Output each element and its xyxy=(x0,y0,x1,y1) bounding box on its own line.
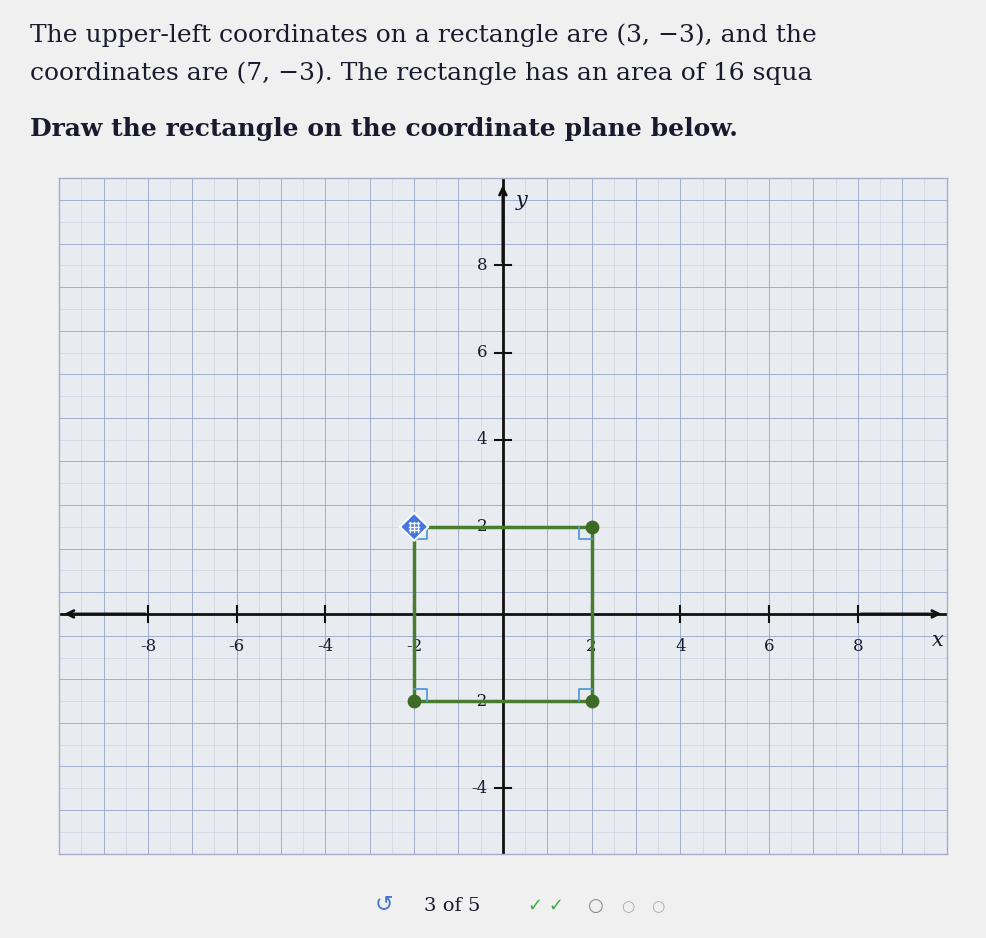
Text: coordinates are (7, −3). The rectangle has an area of 16 squa: coordinates are (7, −3). The rectangle h… xyxy=(30,61,812,84)
Text: ○: ○ xyxy=(587,897,602,915)
Text: 4: 4 xyxy=(675,638,685,655)
Bar xyxy=(414,527,592,701)
Text: 4: 4 xyxy=(476,431,487,448)
Text: -2: -2 xyxy=(406,638,422,655)
Text: The upper-left coordinates on a rectangle are (3, −3), and the: The upper-left coordinates on a rectangl… xyxy=(30,23,816,47)
Text: y: y xyxy=(517,191,528,210)
Polygon shape xyxy=(400,513,428,540)
Text: Draw the rectangle on the coordinate plane below.: Draw the rectangle on the coordinate pla… xyxy=(30,117,738,142)
Text: x: x xyxy=(932,631,944,650)
Text: ✓ ✓: ✓ ✓ xyxy=(528,897,564,915)
Text: 3 of 5: 3 of 5 xyxy=(424,897,480,915)
Text: 8: 8 xyxy=(476,257,487,274)
Text: -6: -6 xyxy=(229,638,245,655)
Point xyxy=(584,693,599,708)
Text: -4: -4 xyxy=(317,638,333,655)
Text: ○: ○ xyxy=(621,900,634,915)
Text: 2: 2 xyxy=(587,638,597,655)
Text: ↺: ↺ xyxy=(375,895,393,915)
Text: -4: -4 xyxy=(471,779,487,796)
Text: 6: 6 xyxy=(764,638,774,655)
Text: -8: -8 xyxy=(140,638,156,655)
Text: 6: 6 xyxy=(477,344,487,361)
Point xyxy=(584,520,599,535)
Text: ○: ○ xyxy=(651,900,664,915)
Point xyxy=(406,693,422,708)
Text: 8: 8 xyxy=(853,638,863,655)
Text: -2: -2 xyxy=(471,692,487,709)
Text: 2: 2 xyxy=(476,519,487,536)
